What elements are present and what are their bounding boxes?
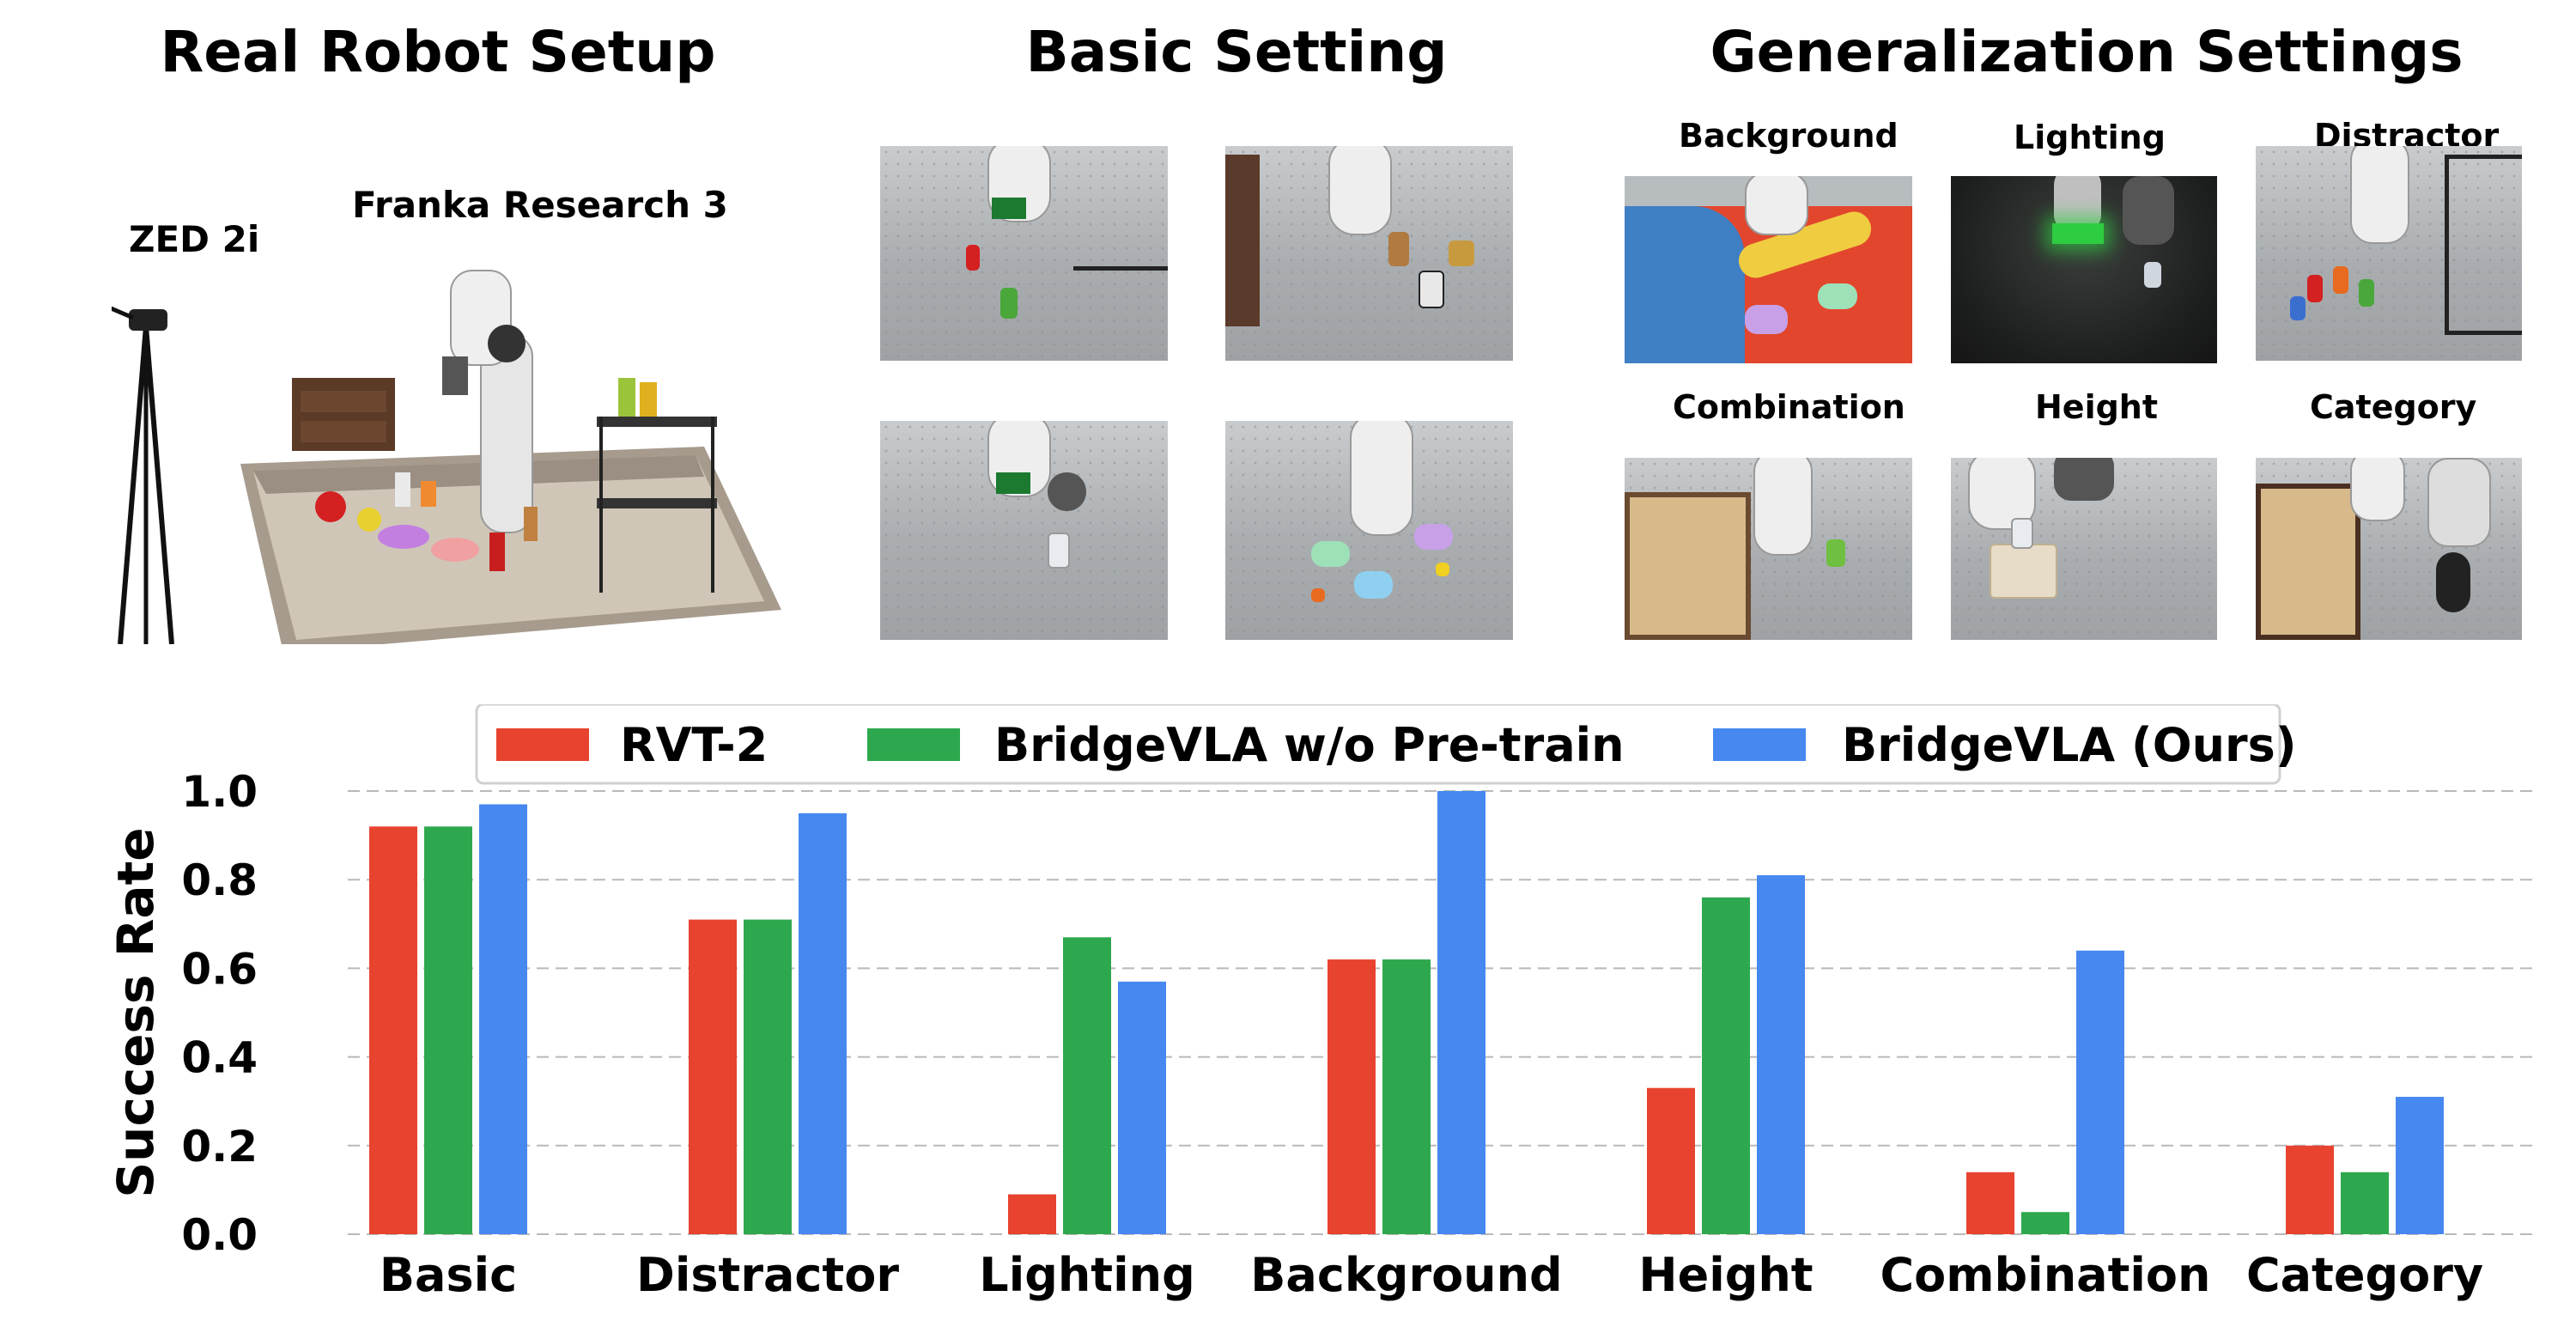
gen-label-combination: Combination (1673, 388, 1905, 426)
x-tick-label: Lighting (979, 1248, 1194, 1302)
bar-lighting-2 (1118, 981, 1166, 1234)
camera-label: ZED 2i (129, 218, 260, 260)
bar-lighting-1 (1063, 937, 1111, 1234)
gen-photo-combination (1625, 458, 1912, 640)
x-tick-label: Category (2246, 1248, 2483, 1302)
bar-combination-2 (2076, 950, 2124, 1234)
gen-label-category: Category (2310, 388, 2477, 426)
gen-photo-category (2256, 458, 2522, 640)
bar-combination-1 (2021, 1212, 2069, 1234)
bar-background-0 (1327, 959, 1376, 1234)
y-axis-label: Success Rate (106, 827, 165, 1197)
gen-photo-lighting (1951, 176, 2217, 363)
bar-category-1 (2341, 1172, 2389, 1234)
gen-label-lighting: Lighting (2014, 119, 2166, 156)
legend-swatch-0 (496, 728, 589, 761)
legend-label-1: BridgeVLA w/o Pre-train (994, 718, 1625, 772)
x-tick-label: Background (1250, 1248, 1562, 1302)
generalization-title: Generalization Settings (1710, 19, 2464, 85)
legend-box (475, 704, 2281, 785)
legend-label-2: BridgeVLA (Ours) (1842, 718, 2297, 772)
bar-basic-2 (479, 804, 527, 1234)
bar-height-1 (1702, 897, 1750, 1234)
bar-background-2 (1437, 791, 1485, 1234)
bar-distractor-1 (744, 919, 792, 1234)
success-rate-chart: 0.0 0.2 0.4 0.6 0.8 1.0 Success Rate Basic Distr… (106, 704, 2537, 1302)
real-setup-title: Real Robot Setup (160, 19, 716, 85)
bar-lighting-0 (1008, 1194, 1056, 1234)
bar-height-2 (1757, 875, 1805, 1234)
bar-combination-0 (1966, 1172, 2014, 1234)
legend-swatch-1 (867, 728, 960, 761)
gen-photo-height (1951, 458, 2217, 640)
y-tick-label: 0.2 (181, 1122, 258, 1172)
x-tick-label: Basic (380, 1248, 517, 1302)
bar-basic-0 (369, 826, 417, 1234)
legend-swatch-2 (1713, 728, 1806, 761)
y-tick-label: 0.4 (181, 1033, 258, 1083)
bar-distractor-2 (799, 813, 847, 1234)
bar-distractor-0 (689, 919, 737, 1234)
legend-label-0: RVT-2 (620, 718, 768, 772)
basic-photo-1 (880, 146, 1168, 361)
y-tick-label: 0.8 (181, 855, 258, 905)
basic-setting-title: Basic Setting (1025, 19, 1448, 85)
gen-label-background: Background (1679, 117, 1899, 155)
basic-photo-2 (1225, 146, 1513, 361)
bar-category-2 (2396, 1097, 2444, 1234)
x-tick-label: Combination (1880, 1248, 2211, 1302)
basic-photo-3 (880, 421, 1168, 640)
x-tick-label: Distractor (636, 1248, 899, 1302)
bar-category-0 (2286, 1145, 2334, 1234)
gen-photo-distractor (2256, 146, 2522, 361)
gen-label-height: Height (2035, 388, 2159, 426)
x-tick-label: Height (1638, 1248, 1813, 1302)
bar-height-0 (1647, 1087, 1695, 1234)
robot-label: Franka Research 3 (352, 184, 728, 226)
y-tick-label: 0.6 (181, 944, 258, 994)
gen-photo-background (1625, 176, 1912, 363)
basic-photo-4 (1225, 421, 1513, 640)
bar-background-1 (1382, 959, 1431, 1234)
real-robot-photo (112, 249, 790, 644)
bar-basic-1 (424, 826, 472, 1234)
y-tick-label: 0.0 (181, 1210, 258, 1260)
y-tick-label: 1.0 (181, 767, 258, 817)
